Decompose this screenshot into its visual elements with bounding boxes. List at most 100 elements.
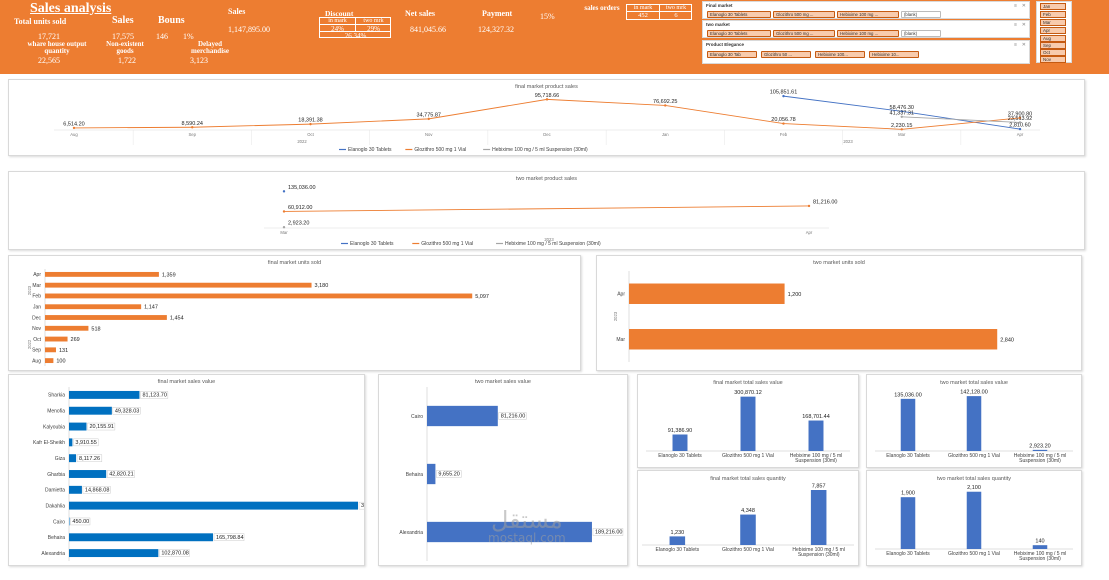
slicer-chip[interactable]: Hebixime 100... [815,51,865,58]
slicer-chip[interactable]: Elanoglo 30 Tablets [707,30,771,37]
x-tick-label: Mar [898,132,906,137]
chart-svg: final market sales value Sharkia 81,123.70… [33,379,364,561]
month-item[interactable]: Feb [1040,11,1066,18]
category-label: Glozithro 500 mg 1 Vial [722,547,774,553]
multiselect-icon[interactable]: ≡ [1014,42,1017,48]
delayed-value: 3,123 [190,56,208,65]
series-line [901,116,1021,123]
bar [69,438,73,447]
bar [45,336,68,342]
product-slicer[interactable]: Product Elegance Elanoglo 30 Tab Glozith… [702,40,1030,64]
month-item[interactable]: Jan [1040,3,1066,10]
orders-in-value: 452 [627,12,660,20]
data-label-box [82,486,111,494]
month-item[interactable]: Sep [1040,42,1066,49]
sales-amount-value: 1,147,895.00 [228,25,270,34]
category-label: Kalyoubia [43,424,65,430]
chart-svg: final market total sales value 91,386.90 E… [646,380,850,464]
slicer-chip[interactable]: Elanoglo 30 Tab [707,51,757,58]
data-label: 1,230 [670,530,684,536]
multiselect-icon[interactable]: ≡ [1014,22,1017,28]
data-label: 95,718.66 [535,93,559,99]
two-market-slicer[interactable]: two market Elanoglo 30 Tablets Glozithro… [702,20,1030,38]
data-label: 105,851.61 [770,90,798,96]
slicer-chip[interactable]: Glozithro 500 mg ... [773,11,835,18]
data-label: 37,900.80 [1008,111,1032,117]
data-label: 9,655.20 [438,472,459,478]
watermark-arabic: مستقل [490,506,563,534]
data-label: 3,180 [315,283,329,289]
category-label: Behaira [406,472,423,478]
data-label: 189,216.00 [595,530,623,536]
orders-two-label: two mrk [660,5,692,12]
orders-box: in mark two mrk 452 6 [626,4,692,20]
slicer-chip[interactable]: Hebixime 100 mg ... [837,30,899,37]
data-point [664,104,667,107]
data-label: 2,810.60 [1009,123,1030,129]
month-item[interactable]: Oct [1040,49,1066,56]
data-label: 81,216.00 [501,414,525,420]
slicer-chip[interactable]: (blank) [901,30,941,37]
slicer-chip[interactable]: (blank) [901,11,941,18]
data-label-box [70,517,91,526]
data-label: 131 [59,348,68,354]
discount-box: in mark two mrk 24% 29% 26.34% [319,17,391,40]
month-item[interactable]: Nov [1040,56,1066,63]
slicer-chip[interactable]: Hebixime 10... [869,51,919,58]
payment-label: Payment [482,9,513,18]
final-market-slicer[interactable]: Final market Elanoglo 30 Tablets Glozith… [702,1,1030,19]
clear-filter-icon[interactable]: ✕ [1021,42,1026,48]
bar [1032,545,1048,549]
bar [69,406,112,415]
category-label: Glozithro 500 mg 1 Vial [948,453,1000,459]
month-item[interactable]: Apr [1040,27,1066,34]
data-label: 60,912.00 [288,205,312,211]
chart-title: two market units sold [813,260,865,266]
category-label: Elanoglo 30 Tablets [658,453,702,459]
nonexistent-label: Non-existent goods [106,40,144,55]
chart-svg: final market total sales quantity 1,230 El… [642,476,854,558]
bar [45,347,56,353]
data-label-box [73,438,99,447]
sales-units-value: 17,575 [112,32,134,41]
slicer-chip[interactable]: Glozithro 500 mg ... [773,30,835,37]
data-label: 165,798.84 [216,535,244,541]
year-label: 2022 [297,139,307,144]
data-label: 135,036.00 [288,185,316,191]
data-label-box [87,422,116,431]
slicer-chip[interactable]: Elanoglo 30 Tablets [707,11,771,18]
orders-two-value: 6 [674,12,678,19]
total-units-value: 17,721 [38,32,60,41]
product-slicer-title: Product Elegance [706,42,745,47]
data-point [1018,127,1022,131]
bar [672,434,688,451]
multiselect-icon[interactable]: ≡ [1014,3,1017,9]
clear-filter-icon[interactable]: ✕ [1021,3,1026,9]
chart-svg: two market product sales Mar Apr 2023 135,03… [264,176,837,247]
x-tick-label: Aug [70,132,78,137]
data-point [282,190,286,193]
month-item[interactable]: Mar [1040,19,1066,26]
clear-filter-icon[interactable]: ✕ [1021,22,1026,28]
x-tick-label: Apr [1017,132,1024,137]
category-label: Gharbia [47,472,65,478]
bar [427,405,498,427]
month-slicer[interactable]: Jan Feb Mar Apr Aug Sep Oct Nov [1036,1,1072,63]
two-market-total-sales-value-chart: two market total sales value 135,036.00 El… [866,374,1082,468]
slicer-chip[interactable]: Glozithro 50 ... [761,51,811,58]
category-label: Elanoglo 30 Tablets [886,453,930,459]
bar [629,283,785,304]
category-label: Jan [33,305,41,311]
x-tick-label: Jan [662,132,669,137]
data-label: 81,123.70 [142,393,166,399]
month-item[interactable]: Aug [1040,35,1066,42]
data-label: 42,820.21 [109,472,133,478]
category-label: Mar [616,337,625,343]
data-label-box [76,454,103,462]
bar [69,454,77,463]
bar [966,491,982,549]
category-label: Giza [55,456,66,462]
data-label: 2,230.15 [891,123,912,129]
data-point [282,210,286,213]
slicer-chip[interactable]: Hebixime 100 mg ... [837,11,899,18]
